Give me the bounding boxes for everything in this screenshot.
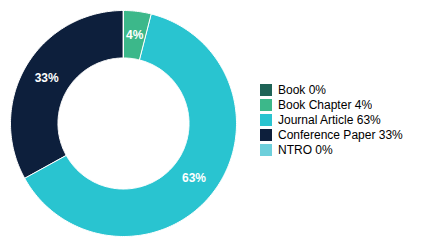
html-text:Conference Paper 33%: Conference Paper 33% bbox=[278, 127, 403, 142]
html-text:Book Chapter 4%: Book Chapter 4% bbox=[278, 97, 373, 112]
svg-text:33%: 33% bbox=[35, 71, 59, 85]
svg-text:4%: 4% bbox=[126, 28, 144, 42]
svg-text:63%: 63% bbox=[182, 171, 206, 185]
html-text:Book 0%: Book 0% bbox=[278, 82, 326, 97]
html-text:Journal Article 63%: Journal Article 63% bbox=[278, 112, 381, 127]
html-text:NTRO 0%: NTRO 0% bbox=[278, 142, 333, 157]
